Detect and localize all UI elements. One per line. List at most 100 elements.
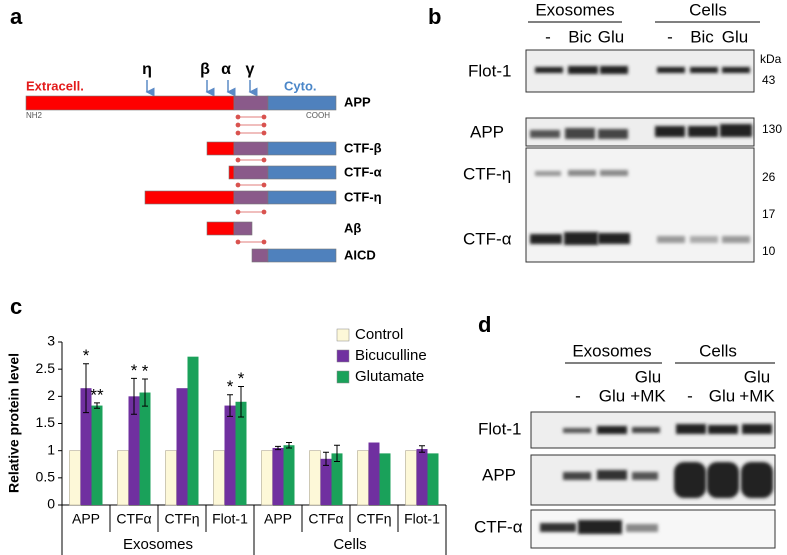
fragment-bar: [251, 248, 269, 263]
band: [676, 424, 706, 434]
error-bar: [323, 451, 329, 466]
significance-star: *: [83, 346, 90, 365]
band: [632, 427, 660, 433]
group-label: Exosomes: [535, 0, 614, 19]
x-tick-label: APP: [72, 511, 100, 527]
lane-label: +MK: [630, 386, 666, 405]
bar: [357, 450, 369, 506]
bar: [405, 450, 417, 506]
bar: [331, 453, 343, 505]
band: [598, 233, 630, 244]
x-tick-label: CTFα: [116, 511, 151, 527]
error-bar: [94, 402, 100, 409]
bar: [165, 450, 177, 506]
band: [741, 462, 773, 498]
marker-label: 130: [762, 122, 782, 136]
region-label: Cyto.: [284, 78, 317, 93]
lane-label: Glu: [744, 367, 770, 386]
bar: [261, 450, 273, 506]
bar: [128, 396, 140, 505]
band: [632, 472, 658, 480]
band: [600, 170, 628, 176]
marker-label: 17: [762, 207, 776, 221]
bar: [139, 392, 151, 505]
lane-label: -: [687, 386, 693, 405]
lane-label: +MK: [739, 386, 775, 405]
lane-label: Glu: [722, 27, 748, 46]
error-bar: [334, 444, 340, 463]
lane-label: Bic: [568, 27, 592, 46]
bar: [427, 453, 439, 505]
panel-d: d Exosomes Cells - Glu Glu +MK - Glu Glu…: [474, 312, 776, 549]
significance-star: *: [131, 361, 138, 380]
band: [655, 126, 685, 137]
y-tick-label: 2: [47, 387, 55, 403]
transmembrane-domain: [233, 95, 269, 111]
lane-label: Glu: [599, 386, 625, 405]
bar: [176, 388, 188, 505]
marker-label: 43: [762, 73, 776, 87]
band: [722, 236, 750, 243]
error-bar: [131, 377, 137, 415]
group-label: Exosomes: [123, 536, 193, 553]
y-tick-label: 1: [47, 441, 55, 457]
bar: [283, 445, 295, 505]
band: [564, 232, 598, 245]
fragment-label: CTF-η: [344, 189, 382, 204]
group-label: Cells: [689, 0, 727, 19]
x-tick-label: CTFη: [165, 511, 200, 527]
x-tick-label: APP: [264, 511, 292, 527]
lane-label: Bic: [690, 27, 714, 46]
significance-star: *: [142, 361, 149, 380]
fragment-bar: [233, 165, 269, 180]
extracellular-domain: [25, 95, 235, 111]
band: [530, 130, 560, 138]
x-tick-label: Flot-1: [404, 511, 440, 527]
panel-a: a η β α γ Extracell. Cyto. NH2 COOH APP …: [10, 4, 382, 263]
fragment-bar: [206, 221, 235, 236]
legend-swatch: [336, 328, 350, 342]
membrane-lipids: [235, 114, 267, 245]
panel-label: a: [10, 4, 23, 29]
band: [597, 426, 627, 434]
fragment-label: Aβ: [344, 220, 361, 235]
band: [597, 470, 627, 480]
fragment-bar: [267, 141, 337, 156]
fragment-label: CTF-α: [344, 164, 382, 179]
bar: [379, 453, 391, 505]
lane-label: -: [667, 27, 673, 46]
error-bar: [419, 445, 425, 453]
lane-label: -: [575, 386, 581, 405]
y-tick-label: 1.5: [36, 414, 56, 430]
band: [690, 236, 718, 243]
bar: [213, 450, 225, 506]
error-bar: [227, 394, 233, 417]
bar: [416, 449, 428, 505]
blot-label: Flot-1: [468, 61, 511, 80]
band: [708, 425, 738, 434]
band: [742, 424, 772, 434]
lane-label: Glu: [635, 367, 661, 386]
fragment-bar: [228, 165, 235, 180]
band: [598, 129, 628, 139]
bands: [530, 66, 752, 245]
panel-label: b: [428, 4, 441, 29]
bar: [272, 447, 284, 505]
marker-label: 26: [762, 170, 776, 184]
blot-label: APP: [482, 465, 516, 484]
fragment-bar: [233, 190, 269, 205]
panel-c: c Relative protein level 0 0.5 1 1.5 2 2.5 3 Ex…: [6, 294, 447, 555]
unit-label: kDa: [760, 52, 782, 66]
bands: [540, 424, 773, 534]
band: [568, 170, 596, 176]
site-label: α: [221, 61, 231, 78]
bar: [309, 450, 321, 506]
group-label: Exosomes: [572, 341, 651, 360]
band: [565, 128, 595, 139]
band: [657, 67, 685, 73]
significance-star: **: [90, 385, 104, 404]
cytoplasmic-domain: [267, 95, 337, 111]
significance-star: *: [238, 369, 245, 388]
blot-label: CTF-α: [474, 517, 523, 536]
